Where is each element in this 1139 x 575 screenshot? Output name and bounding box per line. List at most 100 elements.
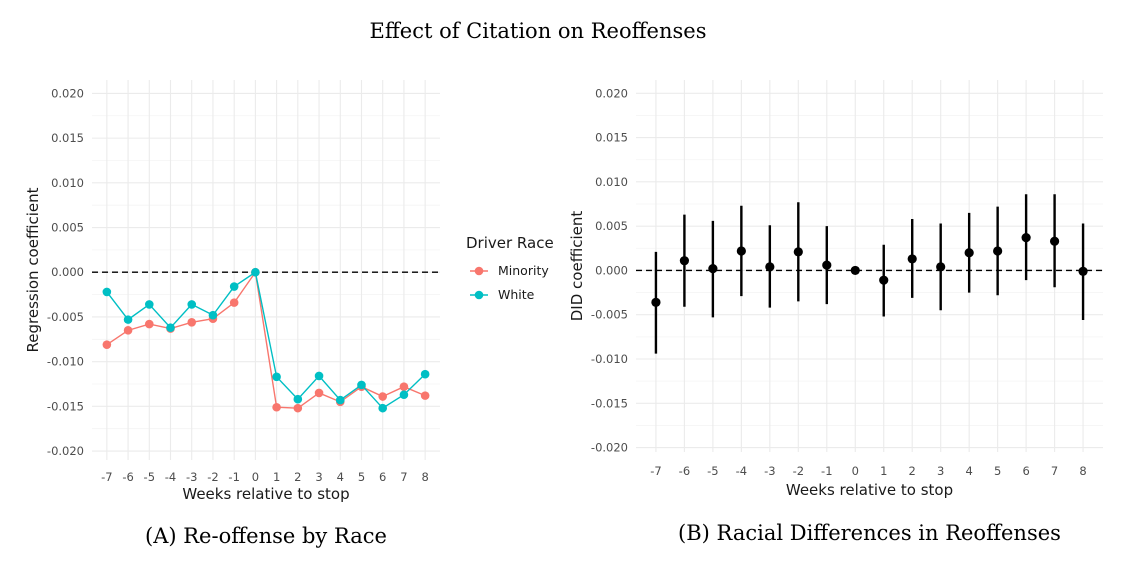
legend-label-white: White [498, 287, 535, 302]
x-tick-label: 1 [273, 470, 280, 484]
legend-key-point-minority [474, 266, 484, 276]
data-point-white [314, 371, 324, 381]
panel-a-legend: Driver Race Minority White [466, 234, 554, 302]
x-tick-label: -1 [821, 464, 832, 478]
panel-a-x-ticks: -7 -6 -5 -4 -3 -2 -1 0 1 2 3 4 5 6 7 8 [101, 470, 429, 484]
estimate-point [879, 275, 889, 285]
data-point-white [229, 282, 239, 291]
x-tick-label: -6 [679, 464, 690, 478]
data-point-minority [293, 403, 303, 413]
data-point-minority [187, 318, 197, 327]
x-tick-label: -1 [228, 470, 239, 484]
x-tick-label: -5 [144, 470, 155, 484]
x-tick-label: -6 [122, 470, 133, 484]
y-tick-label: 0.000 [51, 265, 84, 279]
x-tick-label: 6 [379, 470, 386, 484]
panel-a-y-ticks: 0.020 0.015 0.010 0.005 0.000 -0.005 -0.010 -0.… [47, 86, 84, 458]
panel-a-caption: (A) Re-offense by Race [145, 524, 387, 548]
y-tick-label: 0.015 [595, 131, 628, 145]
estimate-point [964, 248, 974, 258]
y-tick-label: 0.020 [51, 86, 84, 100]
y-tick-label: -0.010 [47, 355, 84, 369]
panel-b-y-ticks: 0.020 0.015 0.010 0.005 0.000 -0.005 -0.010 -0.… [591, 86, 628, 454]
panel-a: 0.020 0.015 0.010 0.005 0.000 -0.005 -0.010 -0.… [24, 80, 554, 548]
panel-b-grid [636, 80, 1103, 452]
panel-a-y-axis-label: Regression coefficient [24, 187, 42, 352]
x-tick-label: 5 [994, 464, 1001, 478]
x-tick-label: 5 [358, 470, 365, 484]
estimate-point [736, 246, 746, 256]
y-tick-label: 0.005 [595, 219, 628, 233]
x-tick-label: 3 [937, 464, 944, 478]
panel-b-x-axis-label: Weeks relative to stop [786, 481, 953, 499]
panel-a-grid [92, 80, 440, 460]
estimate-point [850, 265, 860, 276]
data-point-white [293, 394, 303, 404]
data-point-white [208, 310, 218, 320]
legend-label-minority: Minority [498, 263, 549, 278]
estimate-point [822, 260, 832, 270]
estimate-point [1078, 266, 1088, 276]
x-tick-label: -2 [207, 470, 218, 484]
data-point-white [335, 395, 345, 405]
data-point-minority [314, 388, 324, 398]
y-tick-label: -0.015 [47, 399, 84, 413]
y-tick-label: 0.010 [51, 176, 84, 190]
estimate-point [708, 264, 718, 274]
x-tick-label: 4 [966, 464, 973, 478]
estimate-point [651, 297, 661, 307]
y-tick-label: 0.005 [51, 221, 84, 235]
estimate-point [1049, 236, 1060, 246]
y-tick-label: -0.005 [591, 308, 628, 322]
estimate-point [765, 262, 775, 272]
x-tick-label: -2 [793, 464, 804, 478]
y-tick-label: 0.000 [595, 263, 628, 277]
panel-b-x-ticks: -7 -6 -5 -4 -3 -2 -1 0 1 2 3 4 5 6 7 8 [650, 464, 1087, 478]
x-tick-label: -3 [186, 470, 197, 484]
x-tick-label: 0 [852, 464, 859, 478]
estimate-point [679, 256, 690, 266]
y-tick-label: 0.020 [595, 86, 628, 100]
panel-b-estimates [651, 194, 1088, 354]
x-tick-label: -4 [736, 464, 747, 478]
data-point-minority [144, 319, 154, 329]
estimate-point [936, 262, 946, 272]
data-point-white [123, 315, 133, 324]
x-tick-label: 7 [400, 470, 407, 484]
series-line-white [106, 271, 426, 410]
y-tick-label: -0.020 [47, 444, 84, 458]
x-tick-label: 1 [880, 464, 887, 478]
x-tick-label: 2 [909, 464, 916, 478]
figure-title: Effect of Citation on Reoffenses [370, 19, 707, 43]
legend-key-point-white [474, 290, 484, 300]
x-tick-label: 8 [421, 470, 428, 484]
x-tick-label: -5 [707, 464, 718, 478]
panel-a-series [102, 267, 430, 413]
data-point-white [102, 287, 112, 297]
x-tick-label: 7 [1051, 464, 1058, 478]
x-tick-label: -7 [650, 464, 661, 478]
estimate-point [993, 246, 1003, 256]
estimate-point [1021, 233, 1031, 243]
data-point-minority [399, 382, 409, 391]
data-point-minority [123, 326, 133, 335]
series-line-minority [106, 270, 426, 409]
data-point-minority [102, 340, 112, 349]
y-tick-label: 0.010 [595, 175, 628, 189]
data-point-minority [378, 392, 388, 401]
panel-b: 0.020 0.015 0.010 0.005 0.000 -0.005 -0.010 -0.… [568, 80, 1103, 545]
data-point-white [251, 267, 260, 277]
x-tick-label: 6 [1022, 464, 1029, 478]
data-point-white [166, 323, 175, 332]
data-point-white [378, 403, 388, 413]
y-tick-label: -0.015 [591, 396, 628, 410]
data-point-white [272, 372, 281, 382]
legend-title: Driver Race [466, 234, 554, 252]
data-point-minority [420, 391, 430, 400]
data-point-minority [272, 402, 281, 412]
x-tick-label: 0 [252, 470, 259, 484]
x-tick-label: 4 [337, 470, 344, 484]
data-point-white [144, 300, 154, 309]
data-point-white [420, 369, 430, 379]
